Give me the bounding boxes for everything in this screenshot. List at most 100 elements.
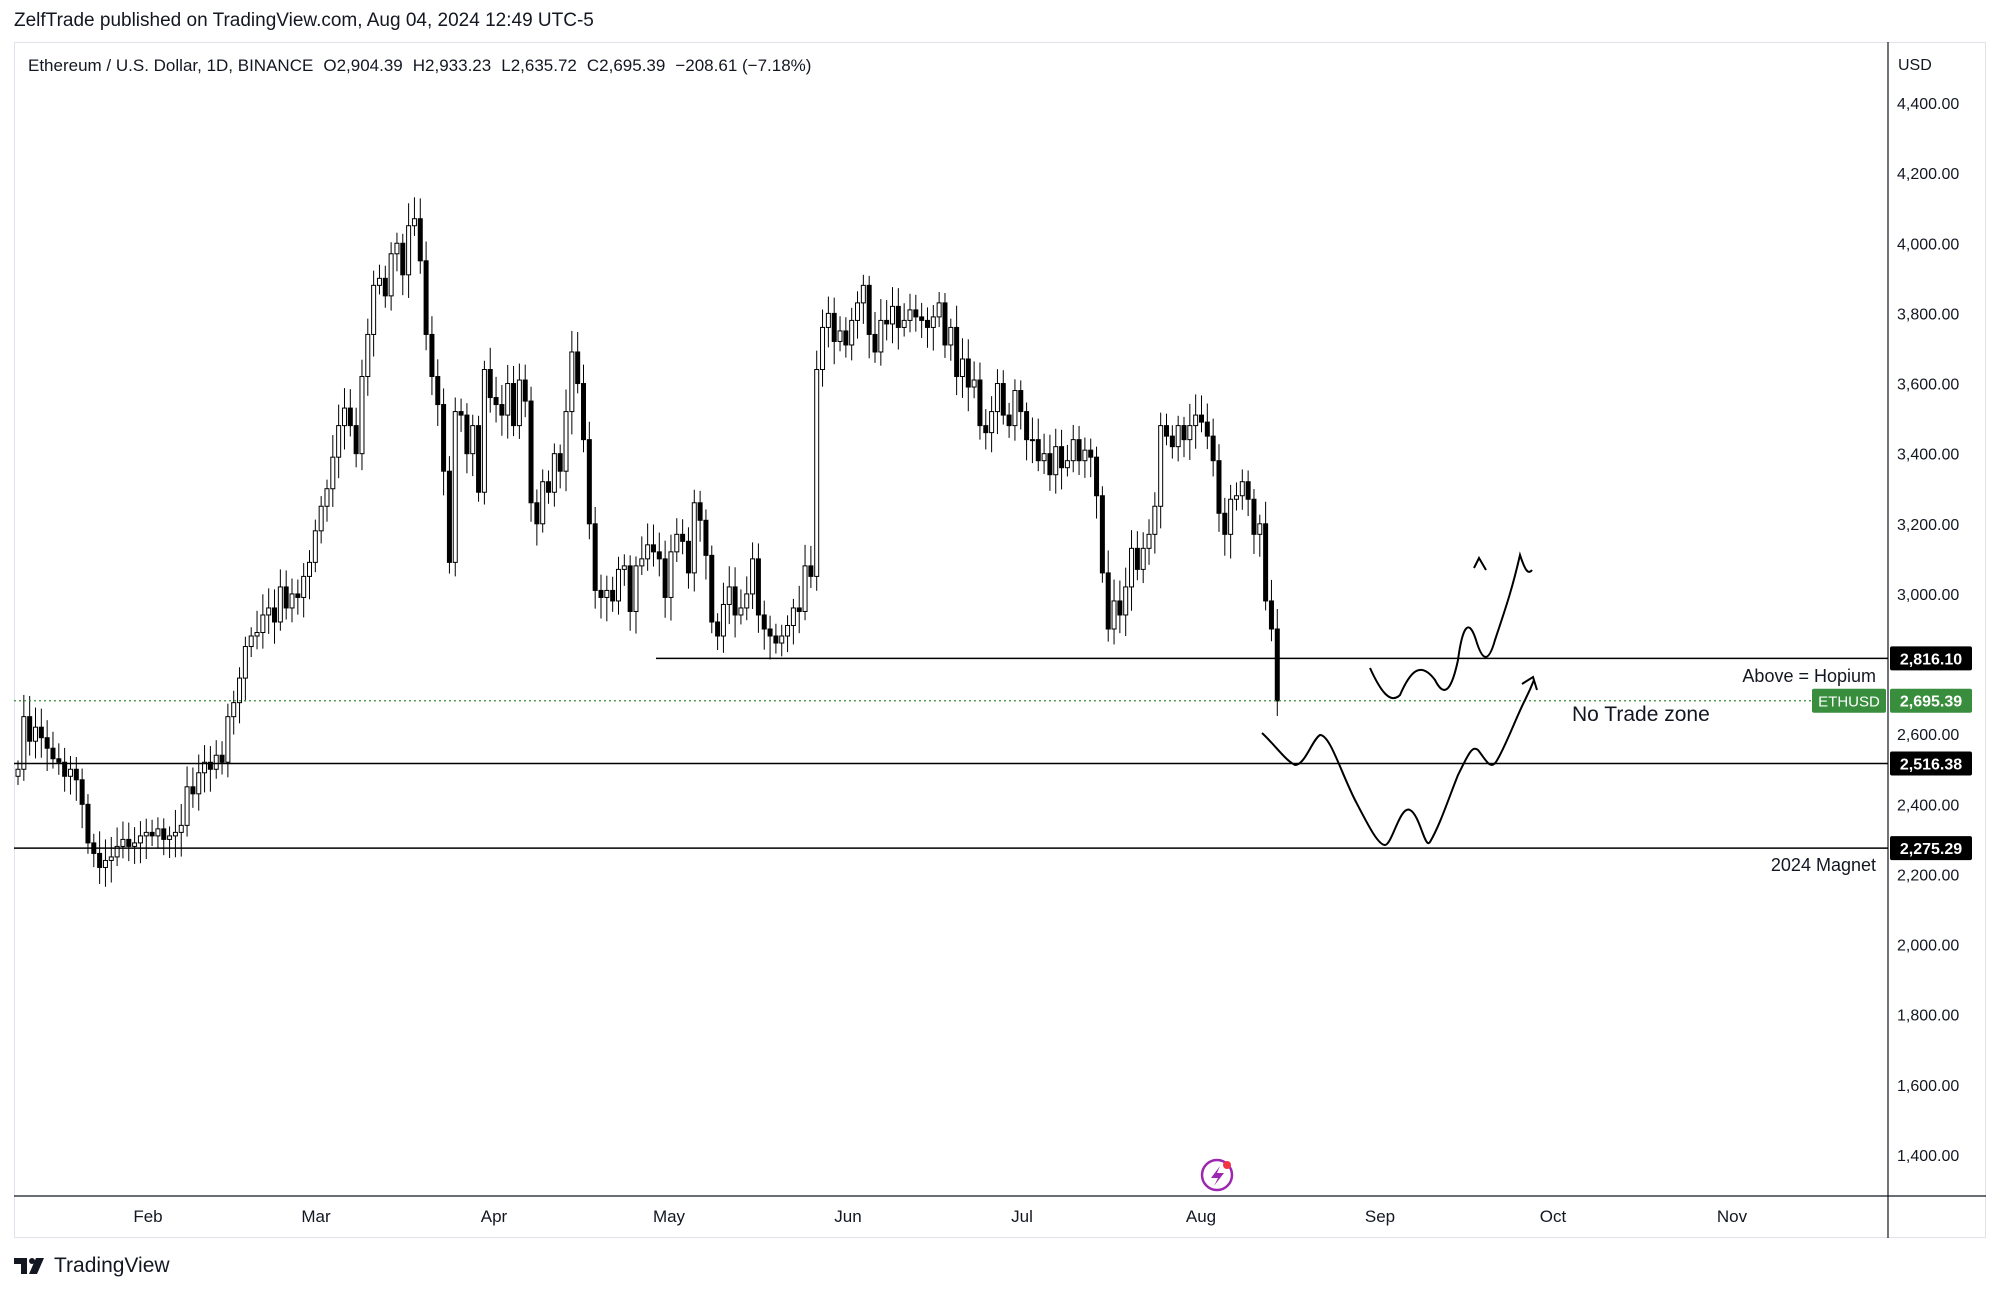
candle-body	[831, 312, 837, 342]
candle-body	[1099, 495, 1105, 574]
candle-body	[796, 607, 802, 612]
price-axis-ticks: 4,400.00 4,200.00 4,000.00 3,800.00 3,600.00…	[1897, 96, 1959, 1165]
price-label-box	[1890, 751, 1972, 776]
candle-body	[1175, 425, 1181, 448]
symbol-legend: Ethereum / U.S. Dollar, 1D, BINANCE O2,9…	[28, 56, 811, 76]
annotation-no-trade-zone: No Trade zone	[1572, 703, 1710, 726]
price-label-box	[1890, 688, 1972, 713]
candle-body	[1228, 498, 1234, 535]
candle-body	[959, 358, 965, 378]
candle-body	[994, 383, 1000, 413]
candle-body	[452, 411, 458, 563]
candle-body	[21, 716, 27, 770]
price-tick: 1,800.00	[1897, 1008, 1959, 1025]
candle-body	[1152, 505, 1158, 535]
candle-body	[353, 425, 359, 455]
ohlc-close: C2,695.39	[586, 56, 666, 75]
footer[interactable]: TradingView	[14, 1254, 170, 1278]
candle-body	[662, 558, 668, 598]
candle-body	[143, 831, 149, 837]
time-tick: Sep	[1365, 1207, 1395, 1226]
candle-body	[1216, 460, 1222, 514]
candle-body	[930, 316, 936, 328]
candle-body	[924, 319, 930, 328]
candle-series	[15, 197, 1280, 887]
price-label-text: 2,275.29	[1900, 841, 1962, 858]
candle-body	[441, 404, 447, 472]
candle-body	[301, 575, 307, 598]
candle-body	[167, 835, 173, 840]
price-tick: 2,400.00	[1897, 797, 1959, 814]
annotation-2024-magnet: 2024 Magnet	[1771, 855, 1876, 875]
price-tick: 4,200.00	[1897, 166, 1959, 183]
candle-body	[1158, 425, 1164, 507]
candle-body	[1245, 481, 1251, 500]
time-tick: Jun	[834, 1207, 861, 1226]
candle-body	[709, 554, 715, 623]
time-tick: Oct	[1540, 1207, 1567, 1226]
candle-body	[219, 754, 225, 763]
candle-body	[1035, 439, 1041, 462]
candle-body	[820, 326, 826, 371]
publisher-line: ZelfTrade published on TradingView.com, …	[14, 10, 594, 31]
candle-body	[901, 319, 907, 328]
price-tick: 2,200.00	[1897, 867, 1959, 884]
candle-body	[1187, 425, 1193, 441]
candle-body	[668, 551, 674, 598]
projection-lower	[1261, 679, 1535, 847]
candle-body	[522, 379, 528, 402]
candle-body	[954, 326, 960, 378]
candle-body	[359, 376, 365, 455]
candle-body	[108, 856, 114, 861]
price-tick: 2,600.00	[1897, 727, 1959, 744]
candle-body	[1123, 586, 1129, 616]
lightning-event-icon[interactable]	[1200, 1158, 1234, 1192]
candle-body	[242, 646, 248, 679]
candle-body	[843, 330, 849, 346]
chart-frame[interactable]	[14, 42, 1986, 1238]
candle-body	[120, 838, 126, 847]
time-tick: Aug	[1186, 1207, 1216, 1226]
candle-body	[505, 383, 511, 416]
candle-body	[487, 369, 493, 399]
candle-body	[15, 768, 21, 777]
candle-body	[715, 621, 721, 637]
price-label-box	[1890, 646, 1972, 671]
candle-body	[1129, 547, 1135, 588]
time-tick: Apr	[481, 1207, 508, 1226]
candle-body	[551, 453, 557, 493]
candle-body	[790, 607, 796, 626]
price-tick: 2,000.00	[1897, 938, 1959, 955]
candle-body	[697, 502, 703, 521]
candle-body	[837, 330, 843, 342]
candle-body	[435, 376, 441, 406]
candle-body	[1105, 572, 1111, 630]
candle-body	[569, 351, 575, 413]
candle-body	[231, 702, 237, 718]
symbol-name[interactable]: Ethereum / U.S. Dollar, 1D, BINANCE	[28, 56, 314, 75]
candle-body	[965, 358, 971, 388]
candle-body	[685, 540, 691, 574]
candle-body	[895, 305, 901, 328]
candle-body	[511, 383, 517, 427]
candle-body	[750, 558, 756, 595]
candle-body	[446, 470, 452, 563]
currency-label[interactable]: USD	[1898, 57, 1932, 74]
candle-body	[586, 439, 592, 525]
candle-body	[1111, 600, 1117, 630]
candle-body	[318, 505, 324, 532]
price-tick: 3,800.00	[1897, 306, 1959, 323]
candle-body	[680, 533, 686, 542]
candle-body	[400, 242, 406, 276]
candle-body	[248, 635, 254, 648]
candle-body	[1210, 435, 1216, 462]
candle-body	[237, 677, 243, 704]
candle-body	[27, 716, 33, 742]
candle-body	[1024, 411, 1030, 441]
ohlc-low: L2,635.72	[501, 56, 577, 75]
candle-body	[178, 824, 184, 833]
candle-body	[1198, 414, 1204, 423]
time-tick: Feb	[133, 1207, 162, 1226]
candle-body	[691, 502, 697, 574]
